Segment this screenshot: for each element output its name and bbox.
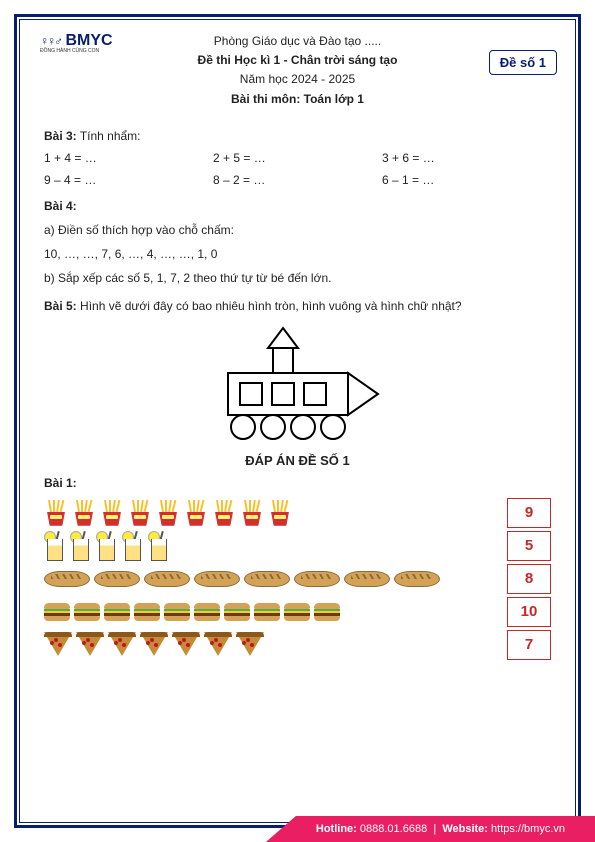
pizza-icon	[204, 632, 232, 658]
bai4-a-label: a) Điền số thích hợp vào chỗ chấm:	[44, 221, 551, 239]
bread-icon	[44, 571, 90, 587]
bread-icon	[394, 571, 440, 587]
burger-icon	[224, 603, 250, 621]
pizza-icon	[44, 632, 72, 658]
footer-website-value: https://bmyc.vn	[491, 823, 565, 835]
answer-box: 9	[507, 498, 551, 528]
document-header: Phòng Giáo dục và Đào tạo ..... Đề thi H…	[44, 32, 551, 109]
fries-icon	[184, 500, 208, 526]
bai3-row2: 9 – 4 = … 8 – 2 = … 6 – 1 = …	[44, 173, 551, 187]
pizza-icon	[236, 632, 264, 658]
answer-box: 10	[507, 597, 551, 627]
content: Bài 3: Tính nhẩm: 1 + 4 = … 2 + 5 = … 3 …	[44, 127, 551, 660]
fries-icon	[156, 500, 180, 526]
answer-row: 10	[44, 597, 551, 627]
answer-items	[44, 571, 483, 587]
drink-icon	[148, 531, 170, 561]
bai3-r1a: 1 + 4 = …	[44, 151, 213, 165]
logo-brand: BMYC	[65, 32, 112, 49]
bai5-heading: Bài 5: Hình vẽ dưới đây có bao nhiêu hìn…	[44, 297, 551, 315]
pizza-icon	[108, 632, 136, 658]
footer-hotline-value: 0888.01.6688	[360, 823, 427, 835]
burger-icon	[164, 603, 190, 621]
burger-icon	[74, 603, 100, 621]
bai3-r2b: 8 – 2 = …	[213, 173, 382, 187]
header-line-1: Phòng Giáo dục và Đào tạo .....	[44, 32, 551, 51]
burger-icon	[44, 603, 70, 621]
drink-icon	[96, 531, 118, 561]
bread-icon	[194, 571, 240, 587]
header-line-2: Đề thi Học kì 1 - Chân trời sáng tạo	[44, 51, 551, 70]
bread-icon	[344, 571, 390, 587]
burger-icon	[254, 603, 280, 621]
bai3-heading: Bài 3: Tính nhẩm:	[44, 127, 551, 145]
burger-icon	[314, 603, 340, 621]
pizza-icon	[140, 632, 168, 658]
footer-website-label: Website:	[442, 823, 488, 835]
bai4-title: Bài 4:	[44, 197, 551, 215]
answer-box: 7	[507, 630, 551, 660]
fries-icon	[100, 500, 124, 526]
bai3-r2a: 9 – 4 = …	[44, 173, 213, 187]
footer-sep: |	[433, 823, 436, 835]
burger-icon	[284, 603, 310, 621]
burger-icon	[134, 603, 160, 621]
bai3-r1c: 3 + 6 = …	[382, 151, 551, 165]
answer-title: ĐÁP ÁN ĐỀ SỐ 1	[44, 453, 551, 468]
burger-icon	[194, 603, 220, 621]
outer-border: ♀♀♂ BMYC ĐỒNG HÀNH CÙNG CON Đề số 1 Phòn…	[14, 14, 581, 828]
bread-icon	[94, 571, 140, 587]
footer-banner: Hotline: 0888.01.6688 | Website: https:/…	[266, 816, 595, 842]
bai4-b-label: b) Sắp xếp các số 5, 1, 7, 2 theo thứ tự…	[44, 269, 551, 287]
bai3-row1: 1 + 4 = … 2 + 5 = … 3 + 6 = …	[44, 151, 551, 165]
fries-icon	[128, 500, 152, 526]
answer-items	[44, 500, 483, 526]
answer-items	[44, 603, 483, 621]
drink-icon	[122, 531, 144, 561]
fries-icon	[240, 500, 264, 526]
answer-row: 5	[44, 531, 551, 561]
answer-section: 958107	[44, 498, 551, 660]
exam-number-badge: Đề số 1	[489, 50, 557, 75]
inner-border: ♀♀♂ BMYC ĐỒNG HÀNH CÙNG CON Đề số 1 Phòn…	[19, 19, 576, 823]
pizza-icon	[172, 632, 200, 658]
bread-icon	[144, 571, 190, 587]
bread-icon	[244, 571, 290, 587]
footer-hotline-label: Hotline:	[316, 823, 357, 835]
header-line-4: Bài thi môn: Toán lớp 1	[44, 90, 551, 109]
drink-icon	[70, 531, 92, 561]
bai1-title: Bài 1:	[44, 474, 551, 492]
bai4-a-seq: 10, …, …, 7, 6, …, 4, …, …, 1, 0	[44, 245, 551, 263]
answer-row: 9	[44, 498, 551, 528]
answer-items	[44, 632, 483, 658]
fries-icon	[212, 500, 236, 526]
bai3-r1b: 2 + 5 = …	[213, 151, 382, 165]
train-figure	[188, 323, 408, 443]
fries-icon	[72, 500, 96, 526]
drink-icon	[44, 531, 66, 561]
burger-icon	[104, 603, 130, 621]
answer-items	[44, 531, 483, 561]
bread-icon	[294, 571, 340, 587]
fries-icon	[268, 500, 292, 526]
answer-row: 7	[44, 630, 551, 660]
answer-box: 8	[507, 564, 551, 594]
fries-icon	[44, 500, 68, 526]
logo: ♀♀♂ BMYC ĐỒNG HÀNH CÙNG CON	[40, 32, 113, 54]
pizza-icon	[76, 632, 104, 658]
bai3-r2c: 6 – 1 = …	[382, 173, 551, 187]
answer-row: 8	[44, 564, 551, 594]
answer-box: 5	[507, 531, 551, 561]
header-line-3: Năm học 2024 - 2025	[44, 70, 551, 89]
